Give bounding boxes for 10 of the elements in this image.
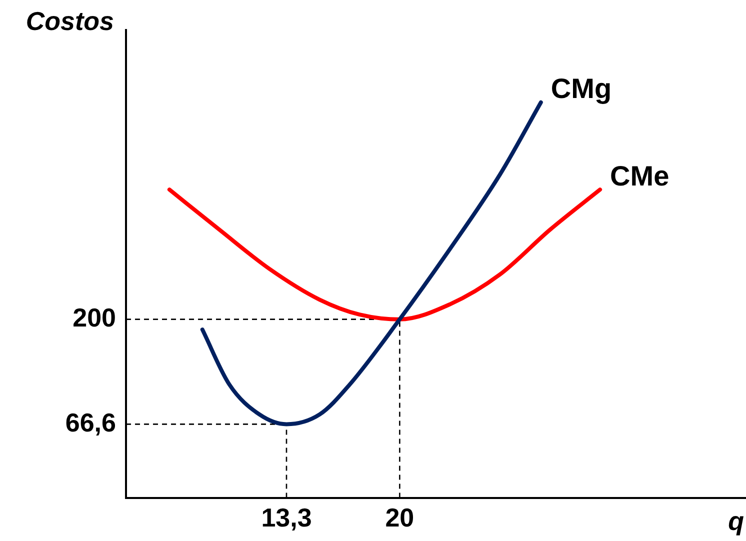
x-tick-label: 20	[385, 502, 414, 533]
x-axis-title: q	[728, 506, 744, 536]
series-label: CMe	[610, 160, 670, 192]
series-label: CMg	[550, 73, 612, 104]
line-series	[167, 188, 602, 322]
y-tick-label: 200	[72, 302, 116, 332]
x-tick-label: 13,3	[261, 502, 312, 533]
line-series	[200, 100, 543, 426]
y-axis-title: Costos	[26, 6, 114, 36]
y-tick-label: 66,6	[65, 407, 116, 438]
